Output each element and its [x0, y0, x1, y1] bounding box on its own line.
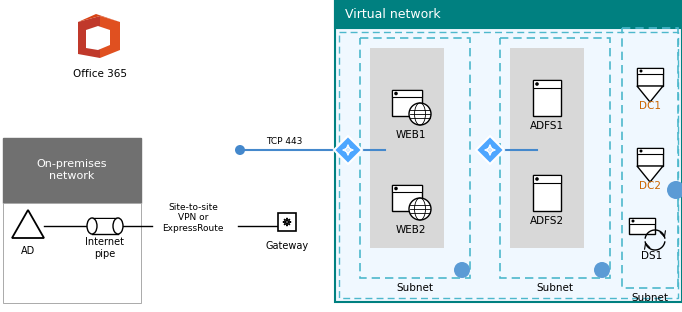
Text: Office 365: Office 365	[73, 69, 127, 79]
Circle shape	[640, 149, 642, 153]
Circle shape	[632, 220, 634, 222]
Polygon shape	[86, 26, 98, 50]
Polygon shape	[98, 26, 110, 50]
Bar	[3, 203, 141, 303]
Bar	[533, 175, 561, 183]
Text: Subnet: Subnet	[537, 283, 574, 293]
Circle shape	[394, 92, 398, 95]
Circle shape	[235, 145, 245, 155]
Bar	[392, 90, 422, 97]
Text: ADFS1: ADFS1	[530, 121, 564, 131]
Circle shape	[594, 262, 610, 278]
Text: TCP 443: TCP 443	[266, 138, 302, 147]
Polygon shape	[12, 210, 44, 238]
Bar	[533, 80, 561, 88]
Text: WEB2: WEB2	[396, 225, 426, 235]
Text: Internet
pipe: Internet pipe	[85, 237, 125, 259]
Bar	[637, 68, 663, 74]
Polygon shape	[476, 136, 504, 164]
Text: Site-to-site
VPN or
ExpressRoute: Site-to-site VPN or ExpressRoute	[162, 203, 224, 233]
Bar	[629, 218, 655, 234]
Bar	[370, 48, 444, 248]
Text: ADFS2: ADFS2	[530, 216, 564, 226]
Polygon shape	[637, 166, 663, 182]
Ellipse shape	[87, 218, 97, 234]
Circle shape	[535, 82, 539, 86]
Polygon shape	[78, 14, 120, 22]
Bar	[339, 32, 678, 298]
Text: Gateway: Gateway	[265, 241, 308, 251]
Bar	[629, 218, 655, 224]
Text: DC1: DC1	[639, 101, 661, 111]
Bar	[533, 175, 561, 211]
Bar	[392, 90, 422, 116]
Text: DS1: DS1	[641, 251, 663, 261]
Bar	[533, 80, 561, 116]
Bar	[92, 219, 118, 233]
Bar	[360, 38, 470, 278]
Polygon shape	[100, 16, 120, 58]
Text: Subnet: Subnet	[396, 283, 434, 293]
Text: DC2: DC2	[639, 181, 661, 191]
Bar	[392, 185, 422, 211]
Bar	[278, 213, 296, 231]
Circle shape	[640, 70, 642, 72]
Polygon shape	[78, 16, 100, 58]
Polygon shape	[637, 86, 663, 102]
Bar	[510, 48, 584, 248]
Bar	[3, 138, 141, 203]
Text: Virtual network: Virtual network	[345, 7, 441, 21]
Text: WEB1: WEB1	[396, 130, 426, 140]
Ellipse shape	[113, 218, 123, 234]
Bar	[335, 0, 682, 28]
Text: AD: AD	[21, 246, 35, 256]
Circle shape	[667, 181, 682, 199]
Circle shape	[409, 103, 431, 125]
Text: On-premises
network: On-premises network	[37, 159, 107, 181]
Bar	[500, 38, 610, 278]
Polygon shape	[334, 136, 362, 164]
Bar	[392, 185, 422, 192]
Bar	[92, 218, 118, 234]
Bar	[622, 28, 678, 288]
Circle shape	[535, 177, 539, 181]
Bar	[637, 148, 663, 154]
Bar	[335, 0, 682, 302]
Bar	[637, 68, 663, 86]
Circle shape	[394, 187, 398, 190]
Circle shape	[454, 262, 470, 278]
Text: Subnet: Subnet	[632, 293, 668, 303]
Circle shape	[409, 198, 431, 220]
Bar	[637, 148, 663, 166]
